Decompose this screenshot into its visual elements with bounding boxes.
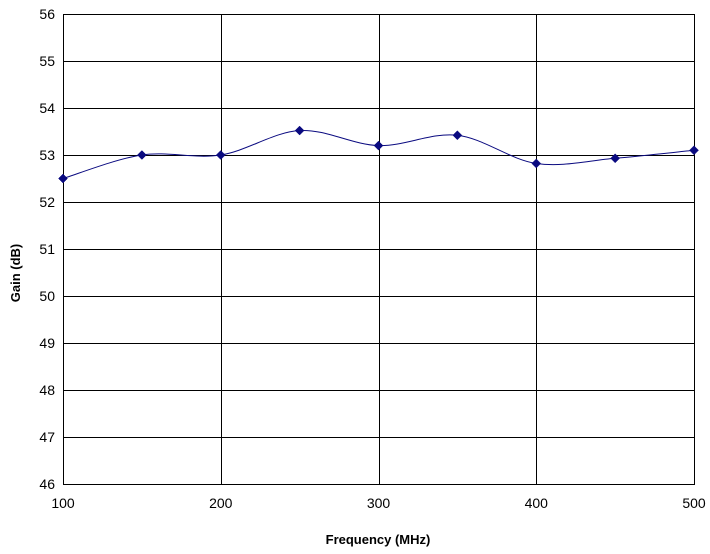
y-tick-label: 54 — [39, 100, 55, 116]
data-point-marker — [689, 145, 699, 156]
y-tick-label: 51 — [39, 241, 55, 257]
y-axis-title: Gain (dB) — [8, 244, 23, 303]
y-tick-label: 47 — [39, 429, 55, 445]
x-tick-label: 400 — [525, 495, 549, 511]
data-point-marker — [294, 125, 305, 136]
x-tick-labels: 100 200 300 400 500 — [51, 495, 706, 511]
y-tick-label: 56 — [39, 6, 55, 22]
y-tick-label: 46 — [39, 476, 55, 492]
y-tick-label: 52 — [39, 194, 55, 210]
x-tick-label: 300 — [367, 495, 391, 511]
data-point-marker — [610, 153, 620, 164]
y-tick-label: 50 — [39, 288, 55, 304]
y-tick-label: 55 — [39, 53, 55, 69]
series-layer — [58, 125, 699, 184]
data-point-marker — [373, 140, 384, 151]
data-point-marker — [531, 158, 542, 169]
data-point-marker — [137, 150, 147, 160]
data-point-marker — [58, 173, 68, 184]
x-tick-label: 100 — [51, 495, 75, 511]
x-tick-label: 500 — [682, 495, 706, 511]
data-point-marker — [215, 150, 226, 160]
x-tick-label: 200 — [209, 495, 233, 511]
y-tick-label: 49 — [39, 335, 55, 351]
plot-frame — [63, 14, 695, 485]
data-point-marker — [452, 130, 463, 141]
x-axis-title: Frequency (MHz) — [326, 532, 431, 547]
y-tick-labels: 46 47 48 49 50 51 52 53 54 55 56 — [39, 6, 55, 492]
series-line — [62, 130, 695, 179]
grid-lines — [63, 14, 695, 485]
y-tick-label: 53 — [39, 147, 55, 163]
y-tick-label: 48 — [39, 382, 55, 398]
